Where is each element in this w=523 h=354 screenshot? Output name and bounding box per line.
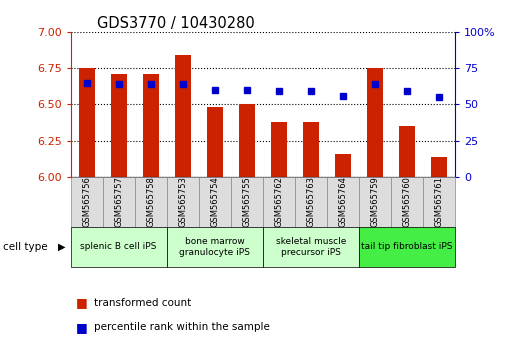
Text: GSM565760: GSM565760: [403, 176, 412, 227]
Text: percentile rank within the sample: percentile rank within the sample: [94, 322, 270, 332]
Bar: [263, 177, 295, 227]
Text: splenic B cell iPS: splenic B cell iPS: [81, 242, 157, 251]
Text: GSM565759: GSM565759: [370, 176, 379, 227]
Bar: [431, 157, 447, 177]
Text: ■: ■: [76, 321, 87, 334]
Bar: [143, 74, 158, 177]
Bar: [71, 177, 103, 227]
Text: GSM565757: GSM565757: [114, 176, 123, 227]
Bar: [391, 177, 423, 227]
Bar: [103, 177, 135, 227]
Text: GSM565761: GSM565761: [435, 176, 444, 227]
Bar: [367, 68, 383, 177]
Bar: [359, 177, 391, 227]
Bar: [111, 74, 127, 177]
Bar: [78, 68, 95, 177]
Text: skeletal muscle
precursor iPS: skeletal muscle precursor iPS: [276, 237, 346, 257]
Text: GSM565758: GSM565758: [146, 176, 155, 227]
Text: ■: ■: [76, 296, 87, 309]
Bar: [167, 227, 263, 267]
Text: GSM565763: GSM565763: [306, 176, 315, 227]
Bar: [359, 227, 455, 267]
Text: bone marrow
granulocyte iPS: bone marrow granulocyte iPS: [179, 237, 250, 257]
Text: GDS3770 / 10430280: GDS3770 / 10430280: [97, 16, 255, 31]
Bar: [167, 177, 199, 227]
Bar: [231, 177, 263, 227]
Text: GSM565754: GSM565754: [210, 176, 219, 227]
Text: ▶: ▶: [58, 242, 65, 252]
Bar: [239, 104, 255, 177]
Bar: [327, 177, 359, 227]
Text: GSM565755: GSM565755: [242, 176, 251, 227]
Bar: [71, 227, 167, 267]
Bar: [135, 177, 167, 227]
Bar: [207, 107, 223, 177]
Bar: [271, 122, 287, 177]
Bar: [199, 177, 231, 227]
Bar: [295, 177, 327, 227]
Bar: [303, 122, 319, 177]
Text: transformed count: transformed count: [94, 298, 191, 308]
Text: cell type: cell type: [3, 242, 47, 252]
Text: tail tip fibroblast iPS: tail tip fibroblast iPS: [361, 242, 453, 251]
Bar: [263, 227, 359, 267]
Text: GSM565756: GSM565756: [82, 176, 91, 227]
Bar: [423, 177, 455, 227]
Text: GSM565762: GSM565762: [275, 176, 283, 227]
Bar: [399, 126, 415, 177]
Bar: [335, 154, 351, 177]
Text: GSM565753: GSM565753: [178, 176, 187, 227]
Bar: [175, 55, 191, 177]
Text: GSM565764: GSM565764: [338, 176, 347, 227]
